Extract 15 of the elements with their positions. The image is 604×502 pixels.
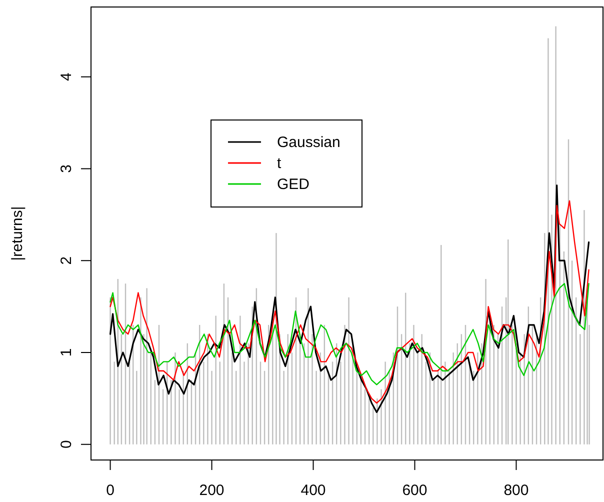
y-tick-label: 1 [58, 348, 75, 357]
line-series [110, 282, 590, 386]
x-tick-label: 400 [300, 482, 326, 499]
legend-label: GED [277, 176, 310, 193]
legend-label: Gaussian [277, 134, 340, 151]
x-tick-label: 0 [106, 482, 114, 499]
legend-label: t [277, 155, 282, 172]
x-tick-label: 800 [504, 482, 529, 499]
y-tick-label: 3 [58, 164, 75, 173]
y-axis-title: |returns| [9, 206, 26, 261]
y-tick-label: 2 [58, 256, 75, 265]
y-tick-label: 0 [58, 440, 75, 449]
x-tick-label: 600 [402, 482, 428, 499]
x-tick-label: 200 [199, 482, 224, 499]
y-tick-label: 4 [58, 72, 75, 82]
